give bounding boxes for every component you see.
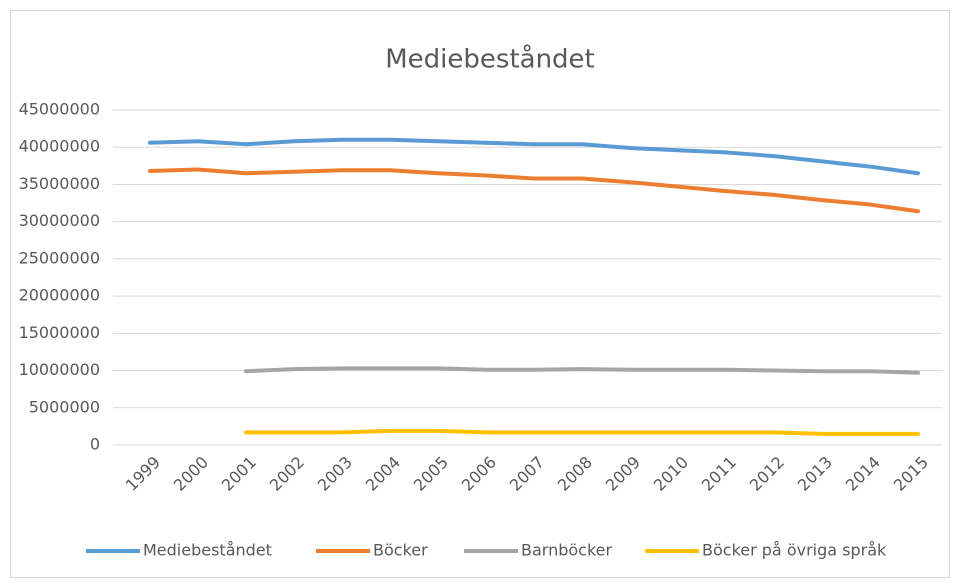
y-tick-label: 40000000	[19, 137, 100, 156]
y-tick-label: 35000000	[19, 174, 100, 193]
legend-label: Böcker på övriga språk	[702, 541, 887, 560]
series-line	[244, 366, 920, 375]
y-tick-label: 45000000	[19, 100, 100, 119]
chart-frame	[10, 10, 950, 578]
series-line	[148, 137, 920, 176]
y-tick-label: 0	[90, 435, 100, 454]
y-tick-label: 10000000	[19, 360, 100, 379]
legend-label: Mediebeståndet	[143, 541, 272, 560]
y-tick-label: 20000000	[19, 286, 100, 305]
legend-label: Böcker	[373, 541, 428, 560]
series-line	[244, 428, 920, 436]
series-line	[148, 167, 920, 214]
y-tick-label: 30000000	[19, 211, 100, 230]
legend-label: Barnböcker	[521, 541, 613, 560]
chart-title: Mediebeståndet	[385, 44, 595, 75]
y-tick-label: 25000000	[19, 248, 100, 267]
y-tick-label: 15000000	[19, 323, 100, 342]
y-tick-label: 5000000	[29, 397, 100, 416]
